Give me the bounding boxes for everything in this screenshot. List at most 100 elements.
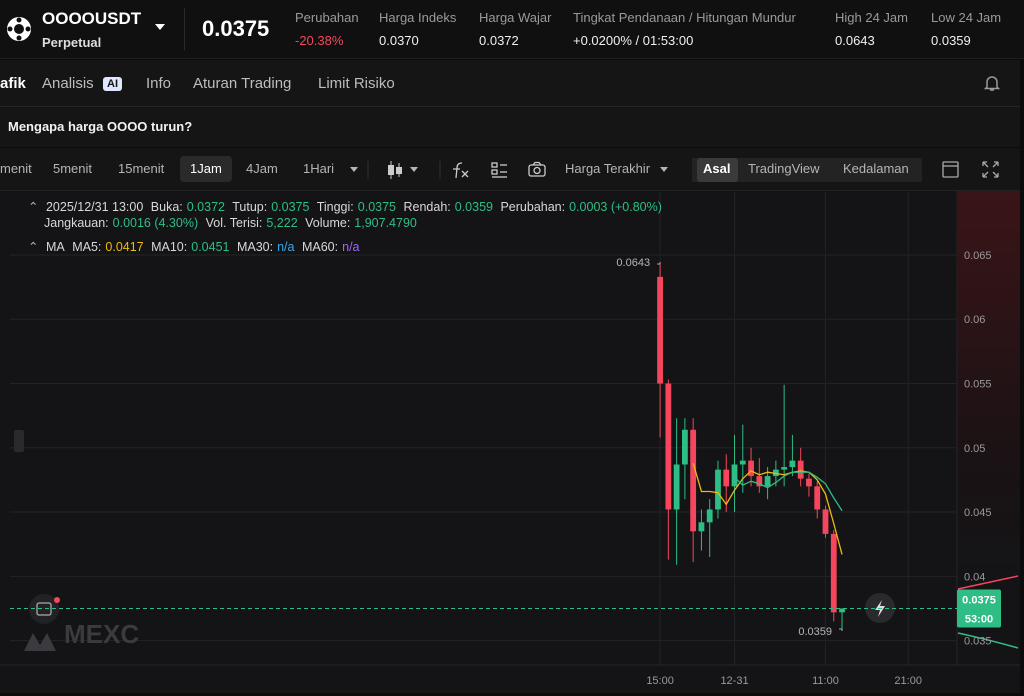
price-source[interactable]: Harga Terakhir [565, 161, 651, 176]
x-tick-label: 11:00 [812, 675, 839, 687]
low-label: 0.0359 [798, 626, 832, 638]
candle-body [814, 486, 821, 510]
layout-icon[interactable] [942, 161, 959, 178]
watermark-logo [24, 633, 56, 651]
tab[interactable]: Limit Risiko [318, 75, 395, 92]
legend-label: Jangkauan: [44, 216, 109, 230]
view[interactable]: TradingView [748, 161, 820, 176]
stat-value: 0.0372 [479, 33, 519, 48]
screenshot-icon[interactable] [528, 161, 546, 177]
stat-value: 0.0370 [379, 33, 419, 48]
view-active-bg [697, 158, 738, 182]
legend-time: 2025/12/31 13:00 [45, 200, 144, 214]
legend-value: 0.0003 (+0.80%) [569, 200, 662, 214]
candle-body [690, 429, 697, 532]
y-tick-label: 0.04 [964, 571, 985, 583]
ma-legend: ⌃ MA MA5: 0.0417 MA10: 0.0451 MA30: n/a MA6… [28, 239, 364, 254]
candle-body [715, 469, 721, 510]
watermark: MEXC [64, 619, 139, 649]
interval[interactable]: 1Hari [303, 161, 335, 176]
tab[interactable]: Analisis [42, 75, 94, 92]
stat-label: Perubahan [295, 10, 359, 25]
legend-value: n/a [277, 240, 295, 254]
collapse-arrow[interactable]: ⌃ [28, 240, 39, 254]
collapse-arrow[interactable]: ⌃ [28, 200, 39, 214]
price-tag [957, 589, 1001, 628]
candle-body [657, 276, 663, 384]
legend-value: 0.0375 [357, 200, 396, 214]
tab-bar: afik Analisis AI Info Aturan Trading Lim… [0, 60, 1020, 107]
symbol-dropdown[interactable] [154, 23, 166, 31]
stat-label: Harga Indeks [379, 10, 457, 25]
legend-label: MA10: [151, 240, 188, 254]
tab[interactable]: Aturan Trading [193, 75, 292, 92]
fullscreen-icon[interactable] [982, 161, 999, 178]
legend-value: 1,907.4790 [354, 216, 417, 230]
interval[interactable]: 1Jam [190, 161, 222, 176]
legend-value: 5,222 [266, 216, 298, 230]
legend-label: Tutup: [232, 200, 268, 214]
legend-label: Volume: [305, 216, 351, 230]
y-tick-label: 0.06 [964, 314, 985, 326]
y-tick-label: 0.035 [964, 636, 992, 648]
x-tick-label: 21:00 [894, 675, 922, 687]
interval-active-bg [180, 156, 232, 182]
collapse-handle[interactable] [14, 430, 24, 452]
divider [184, 8, 185, 50]
banner-text[interactable]: Mengapa harga OOOO turun? [8, 119, 193, 134]
legend-label: MA60: [301, 240, 339, 254]
template-icon[interactable] [491, 162, 507, 178]
stat-value: -20.38% [295, 33, 344, 48]
tab[interactable]: Info [146, 75, 172, 92]
chart-type-icon[interactable] [388, 161, 402, 179]
candle-body [673, 464, 680, 510]
interval[interactable]: menit [0, 161, 32, 176]
symbol[interactable]: OOOOUSDT [42, 9, 142, 28]
ma-title: MA [45, 240, 65, 254]
interval[interactable]: 15menit [118, 161, 165, 176]
candle-body [822, 509, 829, 534]
candle-body [797, 460, 804, 479]
y-tick-label: 0.045 [964, 507, 992, 519]
replay-button[interactable] [29, 594, 60, 624]
view[interactable]: Asal [703, 161, 731, 176]
chart-type-dropdown[interactable] [410, 167, 418, 172]
stats-legend: Jangkauan: 0.0016 (4.30%) Vol. Terisi: 5,2… [44, 216, 421, 230]
x-tick-label: 15:00 [646, 675, 674, 687]
indicator-icon[interactable] [453, 162, 469, 179]
stat-label: Tingkat Pendanaan / Hitungan Mundur [573, 10, 796, 25]
coin-icon [7, 17, 31, 41]
legend-label: Vol. Terisi: [205, 216, 263, 230]
legend-label: Buka: [150, 200, 183, 214]
stat-label: Harga Wajar [479, 10, 552, 25]
candle-body [681, 429, 688, 465]
price-source-dropdown[interactable] [660, 167, 668, 172]
last-price: 0.0375 [202, 16, 270, 41]
interval[interactable]: 5menit [53, 161, 93, 176]
legend-label: Rendah: [403, 200, 451, 214]
notification-bell[interactable] [984, 74, 1000, 92]
candle-body [748, 460, 754, 477]
interval[interactable]: 4Jam [246, 161, 278, 176]
price-tag-countdown: 53:00 [965, 613, 993, 625]
price-tag-value: 0.0375 [962, 594, 996, 606]
ma-line [692, 463, 843, 555]
candle-body [839, 608, 845, 613]
interval-dropdown[interactable] [350, 167, 358, 172]
candle-body [830, 533, 837, 613]
candle-body [806, 478, 812, 487]
legend-label: Tinggi: [316, 200, 354, 214]
tab[interactable]: afik [0, 75, 26, 92]
stat-value: 0.0643 [835, 33, 875, 48]
legend-value: 0.0372 [186, 200, 225, 214]
legend-value: 0.0375 [271, 200, 310, 214]
view[interactable]: Kedalaman [843, 161, 909, 176]
stat-label: High 24 Jam [835, 10, 908, 25]
chart-background [0, 191, 1020, 693]
legend-label: MA30: [236, 240, 274, 254]
candle-body [764, 476, 771, 487]
news-banner: Mengapa harga OOOO turun? [0, 107, 1020, 147]
legend-value: 0.0359 [454, 200, 493, 214]
